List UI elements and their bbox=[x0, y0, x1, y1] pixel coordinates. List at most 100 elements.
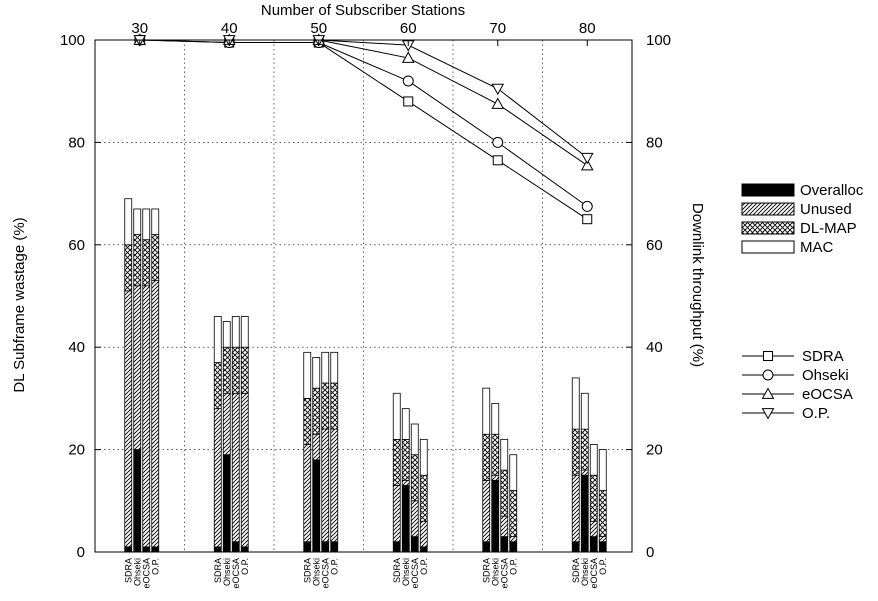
y-tick-label-left: 20 bbox=[68, 442, 85, 459]
bar-segment-mac bbox=[580, 392, 589, 430]
bar-segment-dlmap bbox=[401, 438, 410, 481]
bar-segment-overalloc bbox=[500, 536, 509, 553]
bar-segment-unused bbox=[330, 428, 339, 543]
bar-segment-overalloc bbox=[589, 536, 598, 553]
line-legend: SDRA Ohseki eOCSA O.P. bbox=[742, 348, 853, 422]
bar-segment-dlmap bbox=[303, 397, 312, 445]
bar-category-label: SDRA bbox=[123, 558, 133, 583]
bars-layer: SDRA Ohseki eOCSA O.P. SDRA Ohseki eOCSA O.P. SD… bbox=[123, 198, 608, 589]
bar-segment-dlmap bbox=[571, 428, 580, 476]
bar-category-label: O.P. bbox=[150, 558, 160, 575]
legend-swatch bbox=[741, 202, 795, 216]
bar-segment-unused bbox=[589, 520, 598, 538]
bar-segment-mac bbox=[491, 403, 500, 435]
bar-segment-dlmap bbox=[491, 433, 500, 476]
lines-layer bbox=[133, 33, 594, 225]
bar-segment-unused bbox=[410, 500, 419, 538]
bar-segment-mac bbox=[240, 316, 249, 348]
y-tick-label-right: 20 bbox=[646, 442, 663, 459]
bar-segment-unused bbox=[401, 479, 410, 486]
marker-triangle-up bbox=[580, 158, 594, 171]
bar-segment-dlmap bbox=[410, 454, 419, 502]
y-tick-label-right: 40 bbox=[646, 339, 663, 356]
bar-segment-unused bbox=[133, 285, 142, 451]
marker-triangle-down bbox=[580, 152, 594, 165]
legend-label: Overalloc bbox=[800, 182, 864, 199]
bar-category-label: O.P. bbox=[329, 558, 339, 575]
bar-segment-mac bbox=[392, 392, 401, 440]
bar-segment-mac bbox=[124, 198, 133, 246]
marker-square bbox=[492, 155, 503, 166]
bar-category-label: eOCSA bbox=[231, 558, 241, 589]
bar-segment-dlmap bbox=[222, 346, 231, 394]
bar-category-label: eOCSA bbox=[141, 558, 151, 589]
bar-segment-mac bbox=[231, 316, 240, 348]
bar-segment-mac bbox=[419, 438, 428, 476]
marker-triangle-down bbox=[761, 408, 775, 420]
bar-category-label: Ohseki bbox=[580, 558, 590, 586]
bar-segment-unused bbox=[240, 392, 249, 548]
bar-segment-dlmap bbox=[312, 387, 321, 435]
bar-segment-overalloc bbox=[401, 485, 410, 553]
bar-segment-overalloc bbox=[124, 546, 133, 553]
bar-segment-overalloc bbox=[133, 449, 142, 553]
x-tick-label-top: 30 bbox=[131, 20, 148, 37]
bar-segment-overalloc bbox=[419, 546, 428, 553]
bar-segment-unused bbox=[124, 290, 133, 548]
marker-triangle-up bbox=[761, 387, 775, 399]
bar-segment-unused bbox=[142, 285, 151, 548]
x-tick-label-top: 50 bbox=[310, 20, 327, 37]
bar-segment-unused bbox=[151, 280, 160, 548]
bar-segment-overalloc bbox=[509, 541, 518, 553]
bar-segment-mac bbox=[312, 357, 321, 389]
bar-category-label: SDRA bbox=[392, 558, 402, 583]
bar-segment-dlmap bbox=[580, 428, 589, 471]
marker-square bbox=[582, 214, 593, 225]
ticks-layer: 0 20 40 60 80 100 0 20 40 60 80 100 30 40 50 60 70 80 bbox=[60, 20, 671, 561]
marker-triangle-up bbox=[401, 51, 415, 63]
y-tick-label-right: 80 bbox=[646, 134, 663, 151]
legend-label: eOCSA bbox=[802, 386, 853, 403]
bar-category-label: Ohseki bbox=[222, 558, 232, 586]
bar-category-label: eOCSA bbox=[499, 558, 509, 589]
bar-segment-dlmap bbox=[133, 234, 142, 287]
bar-segment-dlmap bbox=[589, 474, 598, 522]
bar-segment-mac bbox=[401, 408, 410, 440]
bar-segment-overalloc bbox=[491, 479, 500, 553]
bar-segment-mac bbox=[321, 351, 330, 384]
y-tick-label-left: 60 bbox=[68, 237, 85, 254]
marker-circle bbox=[581, 200, 593, 212]
bar-category-label: Ohseki bbox=[311, 558, 321, 586]
x-tick-label-top: 60 bbox=[400, 20, 417, 37]
bar-segment-unused bbox=[482, 479, 491, 543]
y-tick-label-right: 60 bbox=[646, 237, 663, 254]
bar-category-label: O.P. bbox=[508, 558, 518, 575]
bar-segment-overalloc bbox=[240, 546, 249, 553]
bar-segment-mac bbox=[482, 387, 491, 435]
bar-segment-dlmap bbox=[240, 346, 249, 394]
marker-circle bbox=[762, 369, 774, 381]
bar-segment-unused bbox=[392, 485, 401, 543]
bar-segment-mac bbox=[410, 423, 419, 456]
bar-segment-unused bbox=[598, 536, 607, 543]
bar-segment-dlmap bbox=[151, 234, 160, 282]
bar-category-label: O.P. bbox=[240, 558, 250, 575]
marker-circle bbox=[402, 75, 414, 87]
bar-segment-overalloc bbox=[303, 541, 312, 553]
bar-segment-unused bbox=[222, 392, 231, 456]
bar-category-label: Ohseki bbox=[490, 558, 500, 586]
bar-segment-overalloc bbox=[231, 541, 240, 553]
line-series-sdra bbox=[139, 39, 588, 220]
bar-segment-unused bbox=[571, 474, 580, 543]
y-tick-label-left: 0 bbox=[77, 544, 85, 561]
y-tick-label-left: 80 bbox=[68, 134, 85, 151]
legend-swatch bbox=[741, 221, 795, 235]
bar-category-label: SDRA bbox=[213, 558, 223, 583]
bar-category-label: SDRA bbox=[302, 558, 312, 583]
legend-label: O.P. bbox=[802, 405, 830, 422]
bar-segment-dlmap bbox=[231, 346, 240, 394]
bar-segment-dlmap bbox=[124, 244, 133, 292]
bar-segment-unused bbox=[231, 392, 240, 543]
